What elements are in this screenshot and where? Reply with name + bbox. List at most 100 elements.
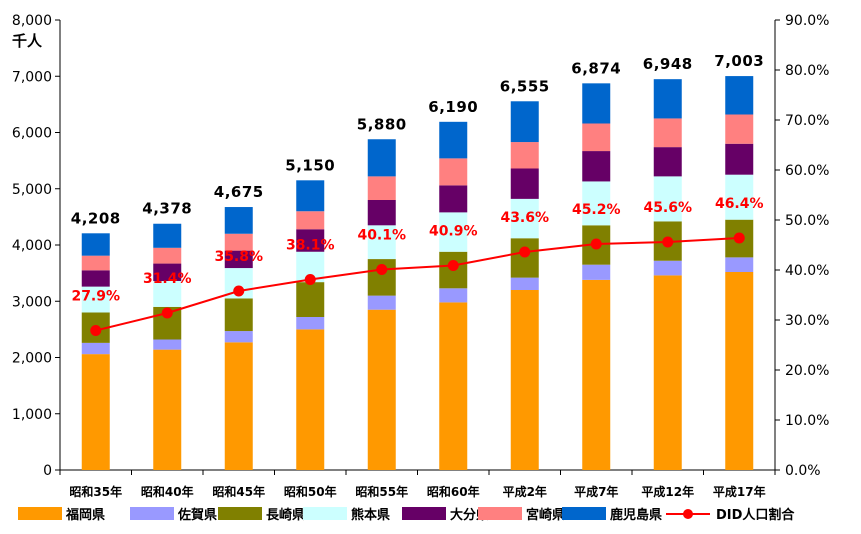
- bar-segment: [81, 342, 110, 355]
- y-tick-label: 8,000: [12, 13, 52, 29]
- y-tick-label: 3,000: [12, 294, 52, 310]
- bar-segment: [224, 250, 253, 269]
- x-tick-label: 平成7年: [574, 484, 618, 499]
- bar-segment: [296, 180, 325, 212]
- bar-segment: [81, 270, 110, 287]
- did-point: [519, 246, 531, 258]
- bar-segment: [653, 79, 682, 119]
- bar-segment: [81, 354, 110, 470]
- y-tick-label: 0: [43, 463, 52, 479]
- bar-segment: [582, 181, 611, 226]
- y2-tick-label: 60.0%: [785, 163, 829, 179]
- bar-segment: [153, 223, 182, 248]
- bar-total-label: 7,003: [714, 52, 764, 70]
- bar-segment: [510, 168, 539, 199]
- y-tick-label: 4,000: [12, 238, 52, 254]
- bar-segment: [439, 158, 468, 186]
- did-point: [304, 274, 316, 285]
- did-data-label: 40.9%: [429, 224, 478, 240]
- legend-swatch: [218, 507, 262, 520]
- bar-segment: [582, 123, 611, 152]
- legend-label: 熊本県: [351, 507, 390, 523]
- y-tick-label: 6,000: [12, 126, 52, 142]
- bar-segment: [725, 76, 754, 115]
- bar-segment: [653, 176, 682, 222]
- bar-segment: [653, 147, 682, 177]
- bar-segment: [367, 225, 396, 260]
- bar-segment: [510, 101, 539, 143]
- x-tick-label: 昭和55年: [355, 484, 408, 499]
- bar-segment: [439, 212, 468, 252]
- bar-segment: [367, 139, 396, 177]
- y2-tick-label: 30.0%: [785, 313, 829, 329]
- bar-segment: [439, 185, 468, 213]
- did-data-label: 38.1%: [286, 238, 335, 254]
- did-point: [376, 264, 388, 275]
- bar-segment: [510, 198, 539, 239]
- bar-segment: [653, 260, 682, 276]
- did-point: [590, 238, 602, 250]
- y2-tick-label: 40.0%: [785, 263, 829, 279]
- bar-segment: [510, 142, 539, 169]
- bar-total-label: 4,378: [142, 200, 192, 218]
- bar-segment: [510, 238, 539, 278]
- did-point: [662, 236, 674, 248]
- bar-segment: [439, 121, 468, 159]
- legend-swatch: [303, 507, 347, 520]
- bar-segment: [153, 349, 182, 470]
- bar-segment: [439, 302, 468, 470]
- bar-segment: [582, 83, 611, 124]
- bar-total-label: 6,190: [428, 98, 478, 116]
- bar-segment: [81, 255, 110, 271]
- y-tick-label: 5,000: [12, 182, 52, 198]
- bar-total-label: 5,880: [357, 115, 407, 133]
- bar-segment: [725, 114, 754, 144]
- did-point: [233, 285, 245, 297]
- did-data-label: 43.6%: [500, 210, 549, 226]
- bar-segment: [153, 263, 182, 281]
- bar-segment: [224, 331, 253, 343]
- did-point: [90, 325, 102, 336]
- legend-swatch: [562, 507, 606, 520]
- bar-segment: [296, 282, 325, 317]
- did-data-label: 27.9%: [71, 289, 120, 305]
- legend-label: 長崎県: [266, 507, 305, 523]
- bar-total-label: 6,555: [500, 77, 550, 95]
- x-tick-label: 昭和40年: [141, 484, 194, 499]
- y2-tick-label: 70.0%: [785, 113, 829, 129]
- did-data-label: 45.6%: [643, 200, 692, 216]
- bar-segment: [296, 211, 325, 230]
- x-tick-label: 平成2年: [503, 484, 547, 499]
- did-data-label: 40.1%: [357, 228, 406, 244]
- bar-segment: [296, 317, 325, 330]
- legend-label: 佐賀県: [177, 507, 217, 523]
- did-data-label: 31.4%: [143, 271, 192, 287]
- bar-segment: [367, 295, 396, 310]
- did-point: [161, 307, 173, 319]
- bar-segment: [439, 288, 468, 303]
- y-tick-label: 7,000: [12, 69, 52, 85]
- legend-label: 鹿児島県: [610, 507, 662, 523]
- legend-line-marker: [683, 509, 693, 519]
- bar-segment: [653, 118, 682, 148]
- legend-swatch: [130, 507, 174, 520]
- did-data-label: 35.8%: [214, 249, 263, 265]
- bar-segment: [725, 174, 754, 220]
- bar-segment: [582, 151, 611, 182]
- x-tick-label: 昭和60年: [427, 484, 480, 499]
- bar-segment: [153, 281, 182, 307]
- did-point: [733, 232, 745, 244]
- bar-segment: [582, 264, 611, 280]
- x-tick-label: 昭和45年: [212, 484, 265, 499]
- bar-segment: [296, 329, 325, 470]
- bar-segment: [510, 277, 539, 290]
- bar-total-label: 4,675: [214, 183, 264, 201]
- bar-segment: [582, 279, 611, 470]
- bar-segment: [81, 286, 110, 313]
- did-data-label: 45.2%: [572, 202, 621, 218]
- bar-segment: [224, 207, 253, 234]
- bar-total-label: 5,150: [285, 156, 335, 174]
- bar-segment: [725, 272, 754, 470]
